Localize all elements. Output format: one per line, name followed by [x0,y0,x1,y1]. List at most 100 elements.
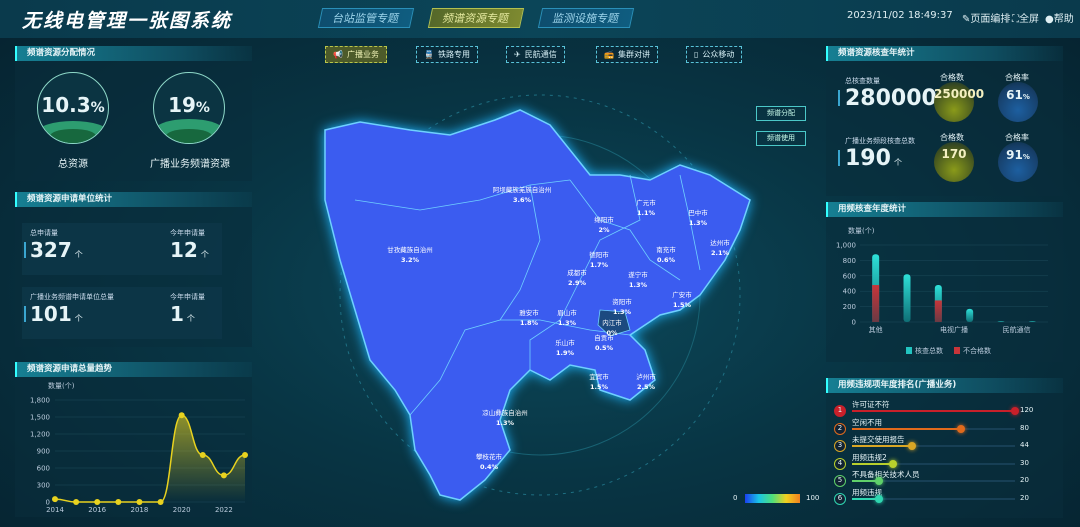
data-point[interactable] [199,451,206,458]
nav-tab-spectrum[interactable]: 频谱资源专题 [427,8,525,28]
stat-number: 327 [30,238,72,262]
region-label[interactable]: 巴中市 1.3% [688,208,708,228]
region-label[interactable]: 自贡市 0.5% [594,333,614,353]
bar-total[interactable] [903,274,911,322]
spectrum-allocation-button[interactable]: 频谱分配 [756,106,806,121]
rank-label: 不具备相关技术人员 [852,470,920,479]
region-label[interactable]: 内江市 0% [602,318,622,338]
region-label[interactable]: 乐山市 1.9% [555,338,575,358]
region-name: 广元市 [636,199,656,207]
nav-tab-station[interactable]: 台站监管专题 [317,8,415,28]
center-tab-0[interactable]: 📢 广播业务 [325,46,387,63]
region-value: 1.5% [589,383,609,391]
region-label[interactable]: 攀枝花市 0.4% [476,452,502,472]
rank-bar-dot [907,442,916,450]
region-label[interactable]: 资阳市 1.3% [612,297,632,317]
bar-unqualified[interactable] [872,285,880,322]
region-label[interactable]: 眉山市 1.3% [557,308,577,328]
region-name: 德阳市 [589,251,609,259]
rate-label: 合格率 [1005,133,1029,142]
region-label[interactable]: 遂宁市 1.3% [628,270,648,290]
ranking-panel [826,393,1063,518]
data-point[interactable] [242,451,248,458]
center-tab-1[interactable]: 🚆 铁路专用 [416,46,478,63]
region-name: 泸州市 [636,373,656,381]
help-button[interactable]: ●帮助 [1045,14,1074,25]
region-value: 3.2% [400,256,420,264]
data-point[interactable] [52,496,58,503]
region-label[interactable]: 南充市 0.6% [656,245,676,265]
legend-label[interactable]: 不合格数 [963,346,991,355]
region-value: 2.1% [710,249,730,257]
spectrum-usage-button[interactable]: 频谱使用 [756,131,806,146]
region-label[interactable]: 宜宾市 1.5% [589,372,609,392]
mobile-phone-icon: ▯ [694,50,699,59]
check-value: 190 个 [845,146,902,171]
tab-label: 集群对讲 [617,50,650,59]
pass-value: 250000 [934,87,985,101]
y-tick-label: 400 [843,288,856,296]
bar-total[interactable] [1028,321,1036,322]
region-label[interactable]: 泸州市 2.5% [636,372,656,392]
region-label[interactable]: 阿坝藏族羌族自治州 3.6% [493,185,552,205]
legend-min: 0 [733,494,738,502]
center-tab-4[interactable]: ▯ 公众移动 [686,46,743,63]
center-tab-2[interactable]: ✈ 民航通信 [506,46,565,63]
data-point[interactable] [178,412,185,419]
region-value: 1.1% [636,209,656,217]
center-tab-3[interactable]: 📻 集群对讲 [596,46,658,63]
region-label[interactable]: 甘孜藏族自治州 3.2% [387,245,433,265]
rank-value: 20 [1020,476,1029,484]
region-label[interactable]: 雅安市 1.8% [519,308,539,328]
rate-orb [998,142,1038,182]
data-point[interactable] [115,499,122,505]
rank-bar [852,427,961,430]
data-point[interactable] [157,499,164,505]
region-name: 自贡市 [594,334,614,342]
bar-total[interactable] [997,321,1005,322]
x-tick-label: 2022 [215,506,233,514]
region-value: 1.3% [557,319,577,327]
x-tick-label: 2014 [46,506,64,514]
data-point[interactable] [73,499,80,505]
stat-unit: 个 [74,250,83,259]
region-label[interactable]: 广元市 1.1% [636,198,656,218]
rank-track [852,497,1015,500]
stat-number: 101 [30,302,72,326]
region-label[interactable]: 达州市 2.1% [710,238,730,258]
tab-label: 民航通信 [524,50,557,59]
pass-orb [934,82,974,122]
page-edit-button[interactable]: ✎页面编排 [962,14,1011,25]
region-label[interactable]: 广安市 1.5% [672,290,692,310]
data-point[interactable] [136,499,143,505]
region-value: 1.3% [612,308,632,316]
nav-tab-monitoring[interactable]: 监测设施专题 [537,8,635,28]
region-name: 乐山市 [555,339,575,347]
legend-label[interactable]: 核查总数 [915,346,943,355]
tab-label: 广播业务 [346,50,379,59]
check-number: 190 [845,146,891,171]
rank-label: 用频违规 [852,487,882,497]
rank-value: 80 [1020,423,1029,432]
region-label[interactable]: 绵阳市 2% [594,215,614,235]
rate-value: 91% [998,148,1038,162]
rank-label: 空闲不用 [852,417,882,427]
region-name: 南充市 [656,246,676,254]
data-point[interactable] [220,472,227,479]
accent-bar [24,306,26,322]
pass-label: 合格数 [940,133,964,142]
trend-area [55,415,245,502]
rank-bar [852,497,880,500]
bar-unqualified[interactable] [934,300,942,322]
stat-label: 总申请量 [30,229,58,237]
region-label[interactable]: 成都市 2.9% [567,268,587,288]
region-name: 凉山彝族自治州 [482,409,528,417]
region-label[interactable]: 凉山彝族自治州 1.3% [482,408,528,428]
fullscreen-button[interactable]: ⛶全屏 [1012,14,1039,25]
region-label[interactable]: 德阳市 1.7% [589,250,609,270]
rate-value: 61% [998,88,1038,102]
bar-total[interactable] [966,308,974,322]
rate-label: 合格率 [1005,73,1029,82]
data-point[interactable] [94,499,101,505]
region-name: 遂宁市 [628,271,648,279]
